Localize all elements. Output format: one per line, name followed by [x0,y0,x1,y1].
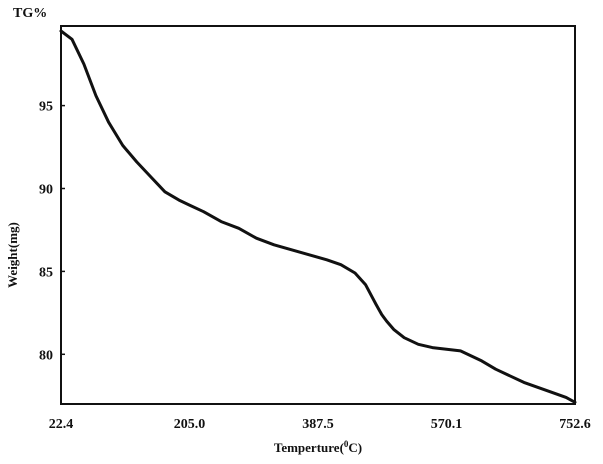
x-axis-ticks: 22.4 205.0 387.5 570.1 752.6 [49,417,591,432]
top-axis-label: TG% [13,6,47,21]
x-axis-title-tail: C) [348,440,362,455]
x-tick-label: 22.4 [49,417,74,432]
y-axis-ticks: 95 90 85 80 [39,100,65,363]
x-tick-label: 205.0 [174,417,206,432]
x-axis-title-main: Temperture( [274,440,344,455]
x-tick-label: 752.6 [559,417,591,432]
x-axis-title-superscript: 0 [344,439,349,449]
x-tick-label: 387.5 [302,417,334,432]
x-axis-title: Temperture(0C) [274,439,362,455]
x-tick-label: 570.1 [431,417,463,432]
plot-frame [60,25,576,405]
y-tick-label: 90 [39,183,53,198]
y-tick-label: 95 [39,100,53,115]
y-axis-title: Weight(mg) [5,222,20,288]
y-tick-label: 85 [39,265,53,280]
y-tick-label: 80 [39,348,53,363]
weight-curve [59,29,577,404]
